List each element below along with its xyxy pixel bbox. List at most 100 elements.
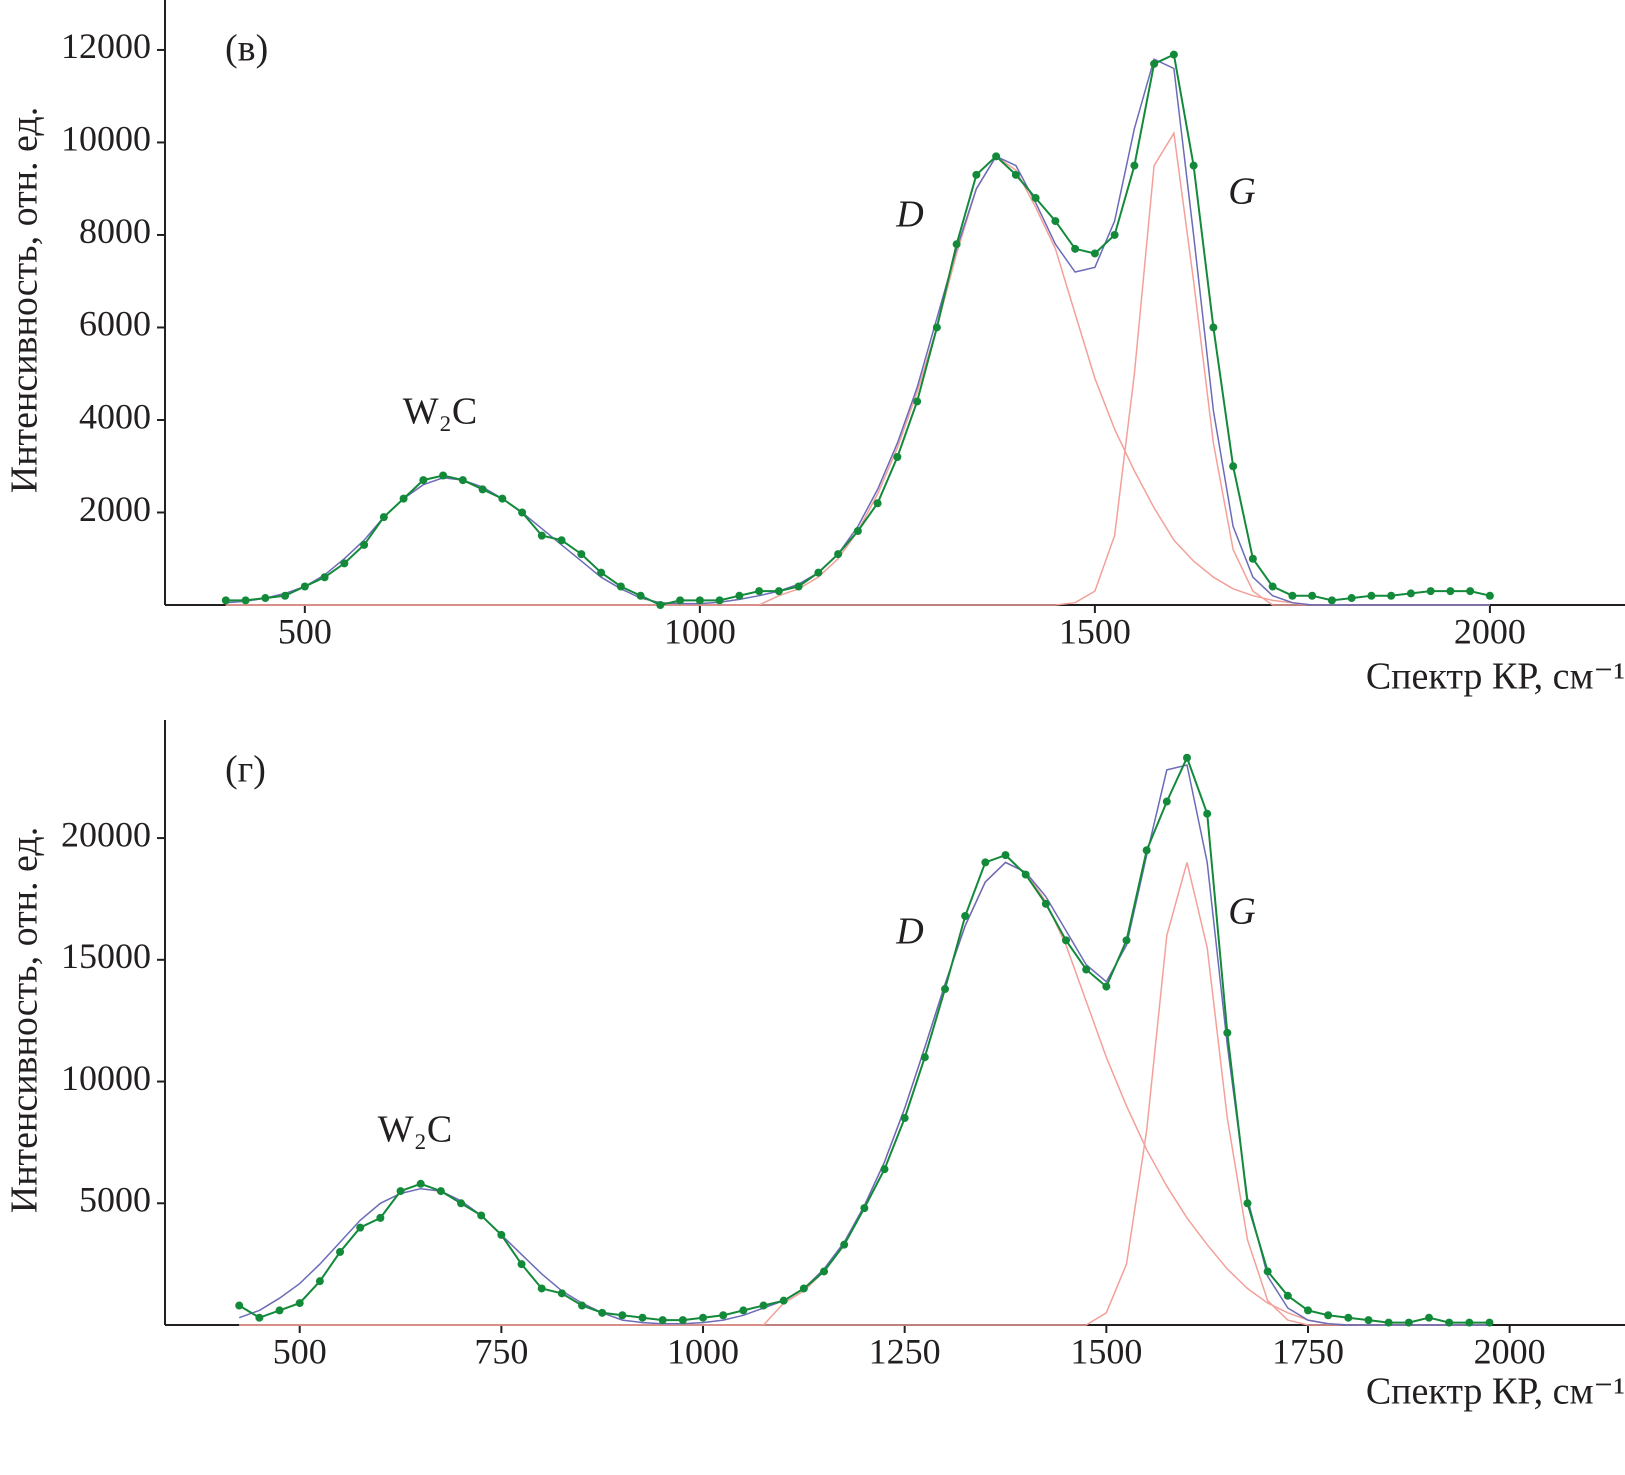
data-point bbox=[1446, 587, 1455, 596]
data-point bbox=[557, 536, 566, 545]
data-point bbox=[840, 1240, 849, 1249]
data-point bbox=[1162, 797, 1171, 806]
x-tick-label: 2000 bbox=[1454, 611, 1526, 651]
data-point bbox=[1288, 591, 1297, 600]
data-point bbox=[1082, 965, 1091, 974]
data-point bbox=[340, 559, 349, 568]
data-point bbox=[360, 540, 369, 549]
fit-curve bbox=[239, 861, 1490, 1326]
data-point bbox=[1364, 1316, 1373, 1325]
x-tick-label: 1250 bbox=[869, 1331, 941, 1371]
data-point bbox=[1183, 753, 1191, 762]
data-point bbox=[1268, 582, 1277, 591]
data-point bbox=[1406, 589, 1415, 598]
data-point bbox=[1384, 1318, 1393, 1327]
data-point bbox=[616, 582, 625, 591]
data-point bbox=[1466, 587, 1475, 596]
y-tick-label: 5000 bbox=[79, 1180, 151, 1220]
data-point bbox=[1243, 1199, 1252, 1208]
data-point bbox=[1229, 462, 1238, 471]
data-point bbox=[1209, 323, 1218, 332]
data-point bbox=[1102, 982, 1111, 991]
data-point bbox=[1189, 161, 1198, 170]
data-point bbox=[755, 587, 764, 596]
data-point bbox=[497, 1230, 506, 1239]
data-point bbox=[336, 1247, 345, 1256]
peak-label: G bbox=[1228, 171, 1255, 213]
data-point bbox=[1485, 591, 1494, 600]
y-tick-label: 8000 bbox=[79, 211, 151, 251]
data-point bbox=[636, 591, 645, 600]
data-point bbox=[399, 494, 408, 503]
data-point bbox=[439, 471, 448, 480]
data-point bbox=[557, 1289, 566, 1298]
data-point bbox=[1445, 1318, 1454, 1327]
data-point bbox=[992, 152, 1001, 161]
data-point bbox=[1308, 591, 1317, 600]
data-point bbox=[436, 1187, 445, 1196]
data-point bbox=[356, 1223, 365, 1232]
data-point bbox=[1110, 230, 1119, 239]
data-line bbox=[238, 755, 1490, 1324]
fit-curve bbox=[225, 155, 1490, 606]
data-point bbox=[281, 591, 290, 600]
data-point bbox=[477, 1211, 486, 1220]
data-point bbox=[1465, 1318, 1474, 1327]
data-point bbox=[941, 985, 950, 994]
data-line bbox=[225, 53, 1491, 607]
x-tick-label: 1000 bbox=[664, 611, 736, 651]
fit-curve bbox=[238, 764, 1490, 1326]
data-point bbox=[1344, 1313, 1353, 1322]
x-tick-label: 1500 bbox=[1070, 1331, 1142, 1371]
y-tick-label: 2000 bbox=[79, 489, 151, 529]
data-point bbox=[676, 596, 685, 605]
data-point bbox=[255, 1313, 264, 1322]
x-tick-label: 500 bbox=[278, 611, 332, 651]
peak-label: D bbox=[895, 194, 923, 236]
data-point bbox=[1169, 50, 1178, 59]
data-point bbox=[799, 1284, 808, 1293]
data-point bbox=[1031, 193, 1040, 202]
data-point bbox=[1203, 809, 1212, 818]
fit-curve bbox=[225, 58, 1490, 606]
data-point bbox=[774, 587, 783, 596]
y-tick-label: 15000 bbox=[61, 936, 151, 976]
y-tick-label: 6000 bbox=[79, 304, 151, 344]
data-point bbox=[1263, 1267, 1272, 1276]
y-axis-label: Интенсивность, отн. ед. bbox=[4, 827, 46, 1213]
data-point bbox=[1001, 851, 1010, 860]
fit-curve bbox=[225, 131, 1490, 606]
data-point bbox=[1122, 936, 1131, 945]
data-point bbox=[578, 1301, 587, 1310]
x-tick-label: 750 bbox=[474, 1331, 528, 1371]
peak-label: W₂C bbox=[378, 1109, 452, 1151]
data-point bbox=[920, 1053, 929, 1062]
data-point bbox=[598, 1308, 607, 1317]
data-point bbox=[295, 1299, 304, 1308]
data-point bbox=[235, 1301, 244, 1310]
data-point bbox=[1130, 161, 1139, 170]
data-point bbox=[1426, 587, 1435, 596]
data-point bbox=[658, 1316, 667, 1325]
data-point bbox=[913, 397, 922, 406]
peak-label: G bbox=[1228, 891, 1255, 933]
data-point bbox=[1347, 594, 1356, 603]
data-point bbox=[981, 858, 990, 867]
data-point bbox=[537, 531, 546, 540]
data-point bbox=[221, 596, 230, 605]
y-tick-label: 4000 bbox=[79, 396, 151, 436]
y-tick-label: 20000 bbox=[61, 814, 151, 854]
data-point bbox=[880, 1165, 889, 1174]
data-point bbox=[952, 240, 961, 249]
x-tick-label: 500 bbox=[273, 1331, 327, 1371]
data-point bbox=[518, 508, 527, 517]
x-tick-label: 1500 bbox=[1059, 611, 1131, 651]
y-axis-label: Интенсивность, отн. ед. bbox=[4, 107, 46, 493]
data-point bbox=[458, 476, 467, 485]
x-tick-label: 2000 bbox=[1474, 1331, 1546, 1371]
panel-label: (г) bbox=[225, 749, 266, 791]
data-point bbox=[779, 1296, 788, 1305]
data-point bbox=[1324, 1311, 1333, 1320]
data-point bbox=[1367, 591, 1376, 600]
data-point bbox=[739, 1306, 748, 1315]
